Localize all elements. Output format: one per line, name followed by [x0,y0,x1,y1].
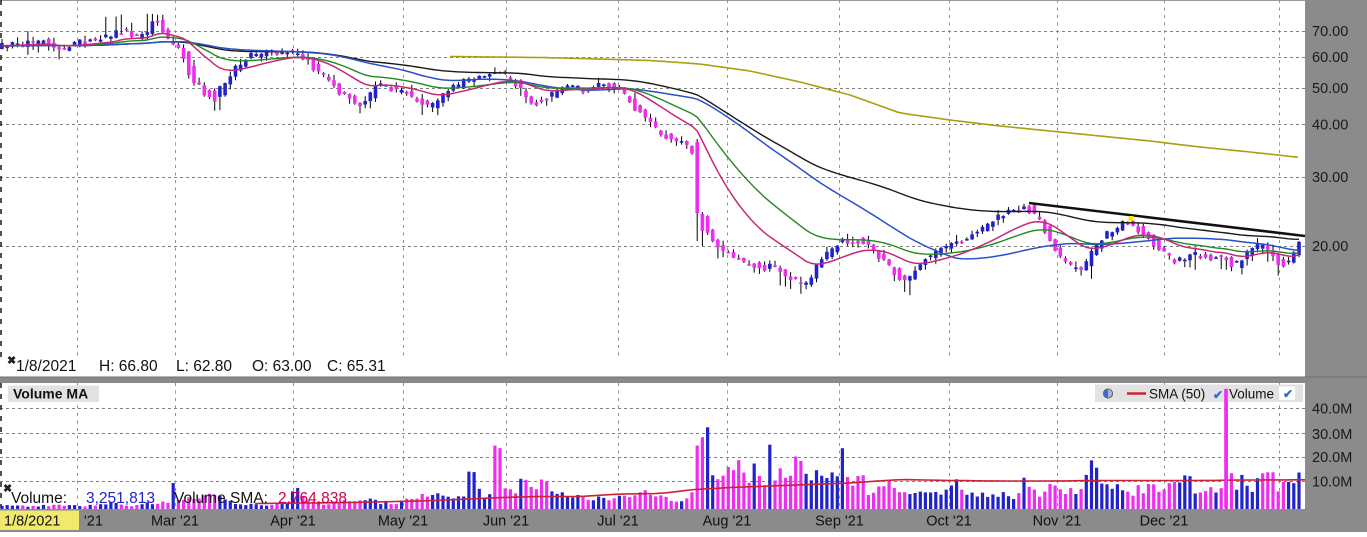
svg-text:30.0M: 30.0M [1312,427,1352,443]
svg-text:May '21: May '21 [378,514,428,530]
svg-text:Nov '21: Nov '21 [1033,514,1082,530]
svg-text:Mar '21: Mar '21 [151,514,199,530]
svg-text:Oct '21: Oct '21 [926,514,971,530]
svg-text:C: 65.31: C: 65.31 [327,358,386,375]
svg-text:✔: ✔ [1283,387,1293,401]
svg-text:Apr '21: Apr '21 [270,514,316,530]
svg-text:3,251,813: 3,251,813 [86,490,155,507]
svg-text:Volume SMA:: Volume SMA: [174,490,268,507]
svg-text:30.00: 30.00 [1312,170,1348,186]
svg-text:O: 63.00: O: 63.00 [252,358,312,375]
svg-text:10.0M: 10.0M [1312,475,1352,491]
svg-text:'21: '21 [84,514,103,530]
svg-text:Jun '21: Jun '21 [483,514,529,530]
svg-text:70.00: 70.00 [1312,24,1348,40]
svg-text:Volume: Volume [1229,387,1274,402]
svg-text:2,764,838: 2,764,838 [278,490,347,507]
svg-text:H: 66.80: H: 66.80 [99,358,158,375]
svg-text:Sep '21: Sep '21 [815,514,864,530]
svg-text:✖: ✖ [7,355,16,367]
svg-text:Volume:: Volume: [11,490,67,507]
svg-text:Jul '21: Jul '21 [597,514,638,530]
svg-text:40.00: 40.00 [1312,118,1348,134]
svg-text:20.0M: 20.0M [1312,450,1352,466]
svg-text:Aug '21: Aug '21 [703,514,752,530]
svg-text:✔: ✔ [1213,388,1223,402]
svg-text:1/8/2021: 1/8/2021 [16,358,76,375]
svg-text:20.00: 20.00 [1312,239,1348,255]
svg-text:60.00: 60.00 [1312,50,1348,66]
svg-text:Volume MA: Volume MA [13,386,88,402]
svg-text:Dec '21: Dec '21 [1140,514,1189,530]
svg-text:40.0M: 40.0M [1312,402,1352,418]
svg-text:1/8/2021: 1/8/2021 [4,514,60,530]
svg-text:SMA (50): SMA (50) [1149,387,1205,402]
svg-text:50.00: 50.00 [1312,81,1348,97]
svg-text:✖: ✖ [3,483,12,495]
svg-text:L: 62.80: L: 62.80 [176,358,232,375]
